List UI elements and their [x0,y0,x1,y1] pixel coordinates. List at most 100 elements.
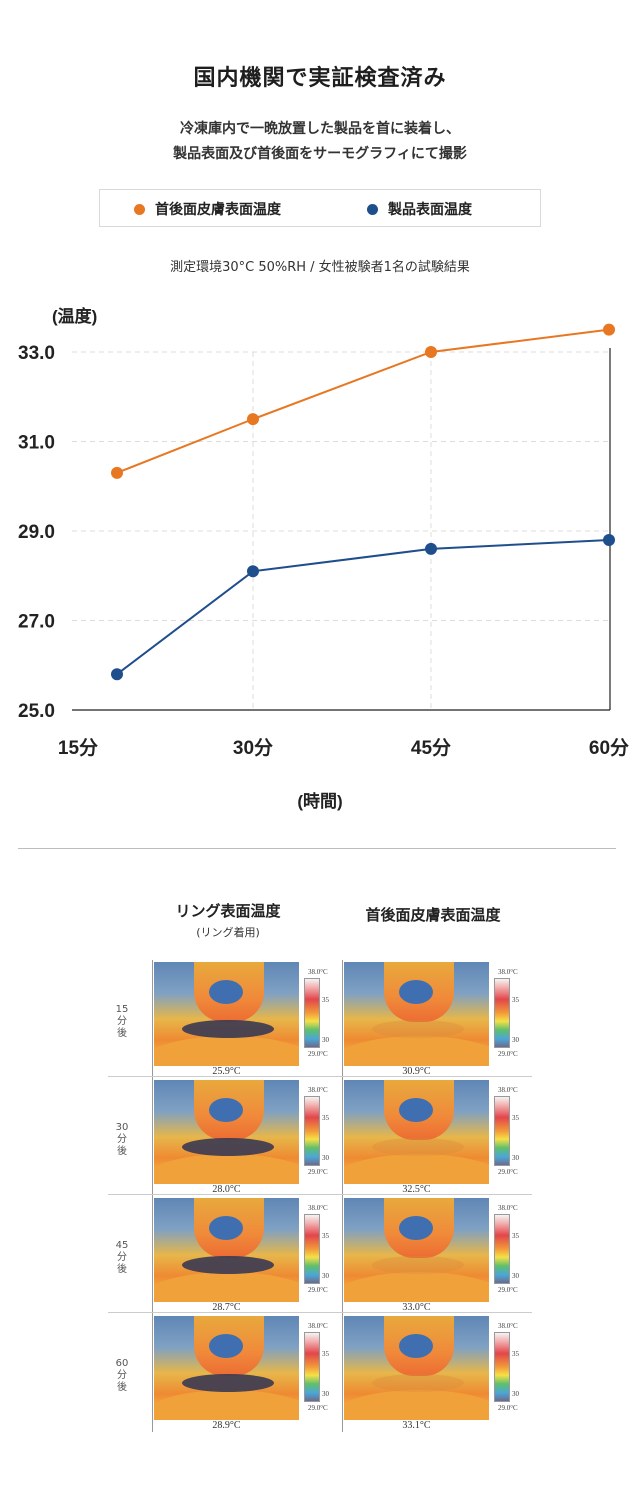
scale-label: 29.0°C [498,1050,518,1058]
scale-label: 35 [512,1232,519,1240]
legend-dot-blue [367,204,378,215]
ring-thermo-image [154,1198,299,1302]
scale-label: 30 [322,1272,329,1280]
temperature-caption: 32.5°C [402,1184,431,1195]
skin-thermo-image [344,1316,489,1420]
data-point-1-2 [425,542,437,555]
y-tick-label: 25.0 [18,701,55,722]
divider-mid [342,960,343,1432]
temperature-line-chart: 25.0 27.0 29.0 31.0 33.0 15分 30分 45分 60分 [18,323,629,759]
legend-item-product: 製品表面温度 [367,199,472,219]
data-point-0-3 [603,323,615,336]
temperature-scale-bar [304,1096,320,1166]
thermography-grid: 15 分 後 38.0°C 35 30 29.0°C 25.9°C 38.0°C 35 30 29… [108,960,532,1435]
data-point-1-1 [247,565,259,578]
thermo-col1-title: リング表面温度 [175,902,281,920]
skin-thermo-image [344,1198,489,1302]
temperature-scale-bar [304,1332,320,1402]
thermo-row-label: 30 分 後 [115,1122,129,1157]
legend-item-skin: 首後面皮膚表面温度 [134,199,281,219]
scale-label: 38.0°C [308,1322,328,1330]
section-divider [18,848,616,849]
scale-label: 38.0°C [498,1086,518,1094]
thermo-row-label: 45 分 後 [115,1240,129,1275]
data-point-1-3 [603,533,615,546]
scale-label: 29.0°C [308,1286,328,1294]
scale-label: 35 [512,1114,519,1122]
subtitle-line-2: 製品表面及び首後面をサーモグラフィにて撮影 [173,146,467,162]
ring-thermo-image [154,962,299,1066]
data-point-0-2 [425,346,437,358]
legend-label-skin: 首後面皮膚表面温度 [155,202,281,218]
scale-label: 29.0°C [308,1168,328,1176]
scale-label: 35 [322,996,329,1004]
temperature-caption: 28.0°C [212,1184,241,1195]
series-line-0 [116,328,610,474]
legend-label-product: 製品表面温度 [388,202,472,218]
chart-legend: 首後面皮膚表面温度 製品表面温度 [99,189,541,227]
thermo-col2-title: 首後面皮膚表面温度 [365,906,501,924]
data-point-0-1 [247,413,259,426]
y-tick-label: 31.0 [18,433,55,454]
row-divider [108,1076,532,1077]
scale-label: 29.0°C [498,1168,518,1176]
scale-label: 35 [512,996,519,1004]
test-condition: 測定環境30°C 50%RH / 女性被験者1名の試験結果 [170,260,470,275]
temperature-scale-bar [494,1214,510,1284]
scale-label: 38.0°C [308,1204,328,1212]
temperature-scale-bar [304,1214,320,1284]
scale-label: 29.0°C [498,1286,518,1294]
x-tick-label: 45分 [411,737,451,759]
x-tick-label: 15分 [58,737,98,759]
scale-label: 38.0°C [498,1204,518,1212]
scale-label: 38.0°C [498,1322,518,1330]
y-tick-label: 27.0 [18,612,55,633]
divider-left [152,960,153,1432]
scale-label: 30 [322,1390,329,1398]
subtitle-line-1: 冷凍庫内で一晩放置した製品を首に装着し、 [180,121,460,137]
scale-label: 30 [322,1154,329,1162]
scale-label: 35 [512,1350,519,1358]
data-point-0-0 [111,466,123,479]
temperature-caption: 30.9°C [402,1066,431,1077]
x-tick-label: 30分 [233,737,273,759]
ring-thermo-image [154,1316,299,1420]
data-point-1-0 [111,668,123,681]
thermo-col1-note: (リング着用) [196,926,260,939]
temperature-scale-bar [494,978,510,1048]
scale-label: 29.0°C [498,1404,518,1412]
scale-label: 30 [322,1036,329,1044]
scale-label: 38.0°C [498,968,518,976]
temperature-caption: 25.9°C [212,1066,241,1077]
scale-label: 35 [322,1350,329,1358]
temperature-caption: 33.1°C [402,1420,431,1431]
skin-thermo-image [344,1080,489,1184]
row-divider [108,1312,532,1313]
scale-label: 30 [512,1154,519,1162]
temperature-caption: 28.9°C [212,1420,241,1431]
temperature-caption: 28.7°C [212,1302,241,1313]
scale-label: 30 [512,1036,519,1044]
skin-thermo-image [344,962,489,1066]
scale-label: 35 [322,1232,329,1240]
legend-dot-orange [134,204,145,215]
page-title: 国内機関で実証検査済み [193,66,447,91]
temperature-scale-bar [304,978,320,1048]
ring-thermo-image [154,1080,299,1184]
thermo-row-label: 15 分 後 [115,1004,129,1039]
series-line-1 [116,538,610,675]
x-axis-label: (時間) [297,792,343,811]
x-tick-label: 60分 [589,737,629,759]
scale-label: 30 [512,1272,519,1280]
temperature-scale-bar [494,1096,510,1166]
y-tick-label: 29.0 [18,522,55,543]
scale-label: 29.0°C [308,1050,328,1058]
y-axis-label: (温度) [52,307,98,326]
scale-label: 38.0°C [308,968,328,976]
scale-label: 30 [512,1390,519,1398]
thermo-row-label: 60 分 後 [115,1358,129,1393]
temperature-scale-bar [494,1332,510,1402]
scale-label: 29.0°C [308,1404,328,1412]
row-divider [108,1194,532,1195]
scale-label: 38.0°C [308,1086,328,1094]
